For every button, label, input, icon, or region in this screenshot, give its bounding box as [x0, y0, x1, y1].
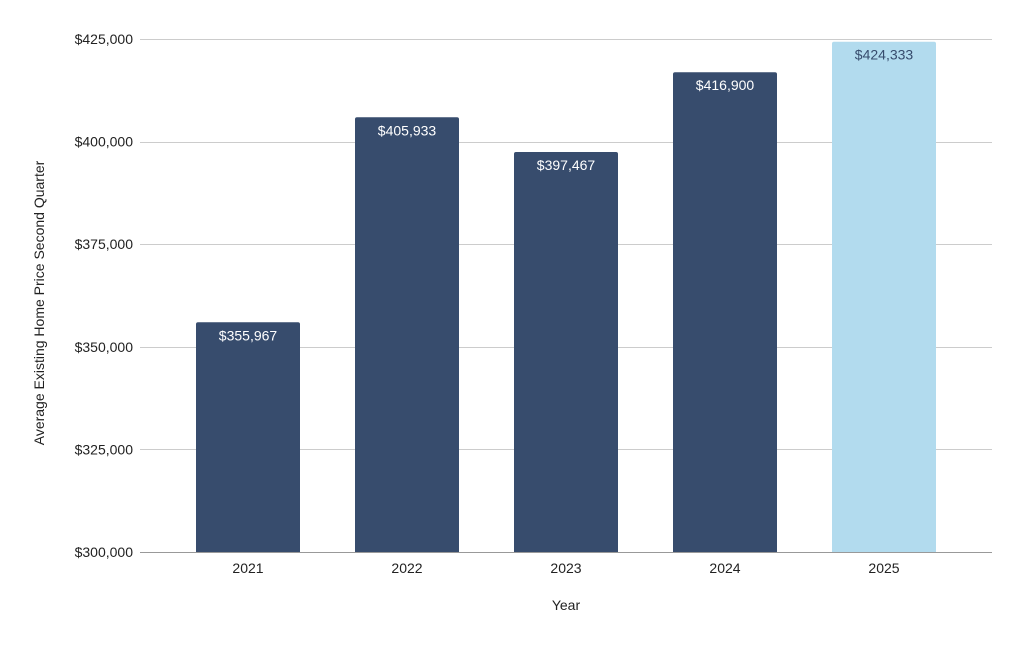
- y-tick-label: $375,000: [75, 236, 134, 252]
- y-tick-label: $400,000: [75, 134, 134, 150]
- x-tick-label: 2025: [868, 560, 899, 576]
- x-tick-label: 2024: [709, 560, 740, 576]
- y-axis-ticks: $300,000 $325,000 $350,000 $375,000 $400,000…: [75, 31, 134, 560]
- bar-value-label: $405,933: [378, 122, 437, 138]
- bar-value-label: $397,467: [537, 157, 596, 173]
- x-axis-ticks: 2021 2022 2023 2024 2025: [232, 560, 899, 576]
- bar-value-label: $416,900: [696, 77, 755, 93]
- bar-value-labels: $355,967 $405,933 $397,467 $416,900 $424,333: [219, 47, 914, 344]
- x-tick-label: 2022: [391, 560, 422, 576]
- x-axis-title: Year: [552, 597, 581, 613]
- bar-2025: [832, 41, 936, 553]
- bar-2021: [196, 322, 300, 552]
- bar-2024: [673, 72, 777, 552]
- bar-value-label: $424,333: [855, 47, 914, 63]
- y-tick-label: $300,000: [75, 544, 134, 560]
- y-tick-label: $325,000: [75, 441, 134, 457]
- y-axis-title: Average Existing Home Price Second Quart…: [31, 160, 47, 445]
- bar-2023: [514, 151, 618, 553]
- y-tick-label: $425,000: [75, 31, 134, 47]
- bar-value-label: $355,967: [219, 327, 278, 343]
- x-tick-label: 2021: [232, 560, 263, 576]
- bar-2022: [355, 117, 459, 552]
- bars: [196, 41, 936, 553]
- x-tick-label: 2023: [550, 560, 581, 576]
- y-tick-label: $350,000: [75, 339, 134, 355]
